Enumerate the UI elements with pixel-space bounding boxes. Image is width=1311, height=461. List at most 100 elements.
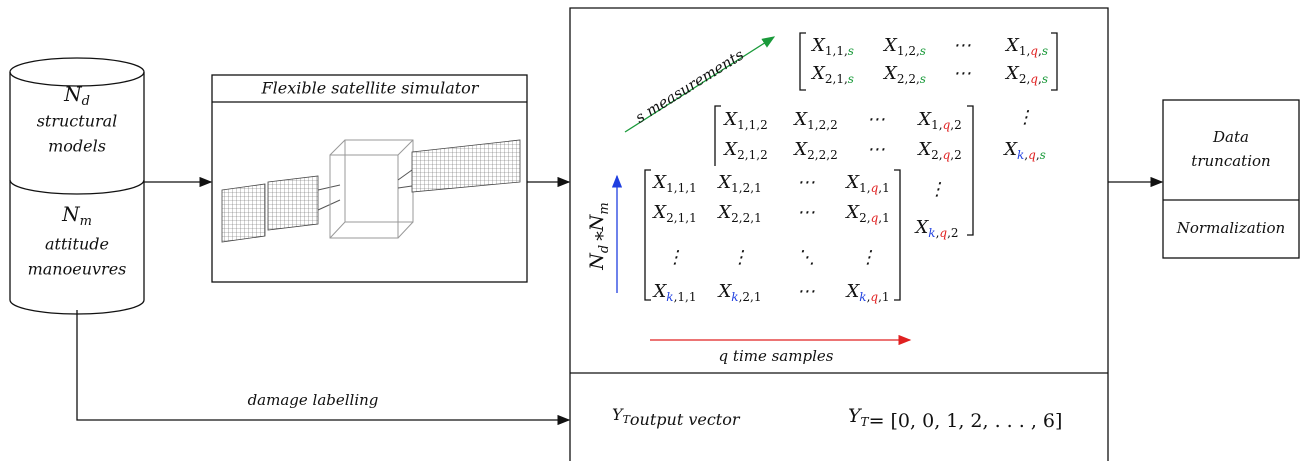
entry-base: X — [792, 109, 808, 130]
entry-sep: , — [867, 211, 871, 225]
n-base: N — [586, 213, 608, 232]
entry-sep: , — [950, 148, 954, 162]
entry-sub: 2 — [830, 118, 838, 132]
entry-sub: s — [920, 44, 926, 58]
entry-sep: , — [1024, 148, 1028, 162]
entry-base: X — [651, 202, 667, 223]
entry-sub: 1 — [737, 118, 745, 132]
entry-base: X — [651, 281, 667, 302]
entry-sep: , — [739, 211, 743, 225]
s-arrow — [624, 36, 776, 133]
n-d-sub: d — [82, 94, 90, 109]
n-m: Nm — [61, 202, 92, 229]
entry-sub: k — [928, 226, 935, 240]
entry-sep: , — [1036, 148, 1040, 162]
entry-sub: 1 — [731, 181, 739, 195]
n-sub: m — [597, 202, 612, 214]
entry-sub: 1 — [859, 181, 867, 195]
entry-sub: 2 — [760, 148, 768, 162]
entry-sub: 2 — [908, 44, 916, 58]
y-base: Y — [612, 405, 624, 424]
matrix-symbol: ⋯ — [953, 63, 971, 84]
entry-sub: 2 — [859, 211, 867, 225]
step-label: Data — [1212, 128, 1249, 146]
output-label: YToutput vector — [612, 405, 741, 429]
entry-base: X — [882, 63, 898, 84]
matrix-symbol: ⋯ — [867, 139, 885, 160]
output-equation: YT= [0, 0, 1, 2, . . . , 6] — [848, 405, 1062, 432]
output-text: output vector — [630, 410, 741, 429]
entry-base: X — [1002, 139, 1018, 160]
entry-sep: , — [916, 72, 920, 86]
entry-sub: 1 — [807, 118, 815, 132]
matrix-entry: X1,1,s — [810, 35, 854, 58]
matrix-symbol: ⋮ — [1016, 107, 1034, 128]
matrix-entry: Xk,q,2 — [913, 217, 958, 240]
entry-sub: s — [1040, 148, 1046, 162]
entry-sub: 2 — [760, 118, 768, 132]
entry-sub: 1 — [689, 290, 697, 304]
entry-base: X — [1004, 63, 1020, 84]
entry-sub: 1 — [689, 181, 697, 195]
entry-sub: 2 — [819, 148, 827, 162]
entry-sep: , — [815, 118, 819, 132]
entry-sub: s — [1042, 72, 1048, 86]
entry-base: X — [716, 202, 732, 223]
entry-base: X — [844, 281, 860, 302]
entry-sub: k — [859, 290, 866, 304]
step-label: Normalization — [1176, 219, 1285, 237]
matrix-entry: X1,2,2 — [792, 109, 837, 132]
entry-sub: 1 — [754, 290, 762, 304]
entry-sub: 1 — [836, 44, 844, 58]
entry-sub: 2 — [731, 211, 739, 225]
entry-sub: q — [871, 211, 879, 225]
matrix-entry: Xk,1,1 — [651, 281, 696, 304]
matrix-bg — [641, 166, 904, 304]
entry-sub: 2 — [951, 226, 959, 240]
n-m-base: N — [61, 202, 81, 226]
entry-sep: , — [1038, 44, 1042, 58]
matrix-symbol: ⋯ — [797, 172, 815, 193]
entry-sub: 1 — [897, 44, 905, 58]
n-m-sub: m — [80, 214, 92, 229]
entry-sub: k — [731, 290, 738, 304]
entry-sep: , — [936, 226, 940, 240]
entry-sub: 2 — [897, 72, 905, 86]
matrix-entry: X2,2,2 — [792, 139, 837, 162]
entry-sub: q — [1030, 44, 1038, 58]
tensor-box — [569, 7, 1109, 461]
entry-sub: 1 — [836, 72, 844, 86]
entry-sep: , — [878, 211, 882, 225]
entry-sep: , — [1038, 72, 1042, 86]
matrix-entry: X1,q,1 — [844, 172, 889, 195]
entry-sep: , — [826, 118, 830, 132]
matrix-entry: X1,1,2 — [722, 109, 767, 132]
step-label: truncation — [1191, 152, 1270, 170]
db-label: attitude — [45, 235, 109, 254]
matrix-symbol: ⋯ — [867, 109, 885, 130]
entry-sep: , — [674, 290, 678, 304]
y-sub: T — [623, 413, 632, 426]
matrix-entry: X2,q,1 — [844, 202, 889, 225]
matrix-symbol: ⋮ — [666, 247, 684, 268]
entry-sub: 1 — [1019, 44, 1027, 58]
entry-sep: , — [750, 211, 754, 225]
matrix-entry: X2,1,s — [810, 63, 854, 86]
entry-sep: , — [939, 118, 943, 132]
matrix-entry: Xk,q,s — [1002, 139, 1046, 162]
entry-sub: 2 — [830, 148, 838, 162]
n-axis-label: Nd*Nm — [586, 202, 614, 270]
entry-sep: , — [750, 181, 754, 195]
matrix-symbol: ⋮ — [859, 247, 877, 268]
entry-sub: 2 — [666, 211, 674, 225]
entry-base: X — [716, 281, 732, 302]
entry-base: X — [844, 172, 860, 193]
entry-sep: , — [916, 44, 920, 58]
entry-base: X — [716, 172, 732, 193]
entry-sub: 1 — [749, 148, 757, 162]
entry-sep: , — [878, 181, 882, 195]
db-label: models — [48, 137, 106, 156]
matrix-entry: X2,2,s — [882, 63, 926, 86]
entry-sub: 2 — [931, 148, 939, 162]
matrix-entry: Xk,2,1 — [716, 281, 761, 304]
